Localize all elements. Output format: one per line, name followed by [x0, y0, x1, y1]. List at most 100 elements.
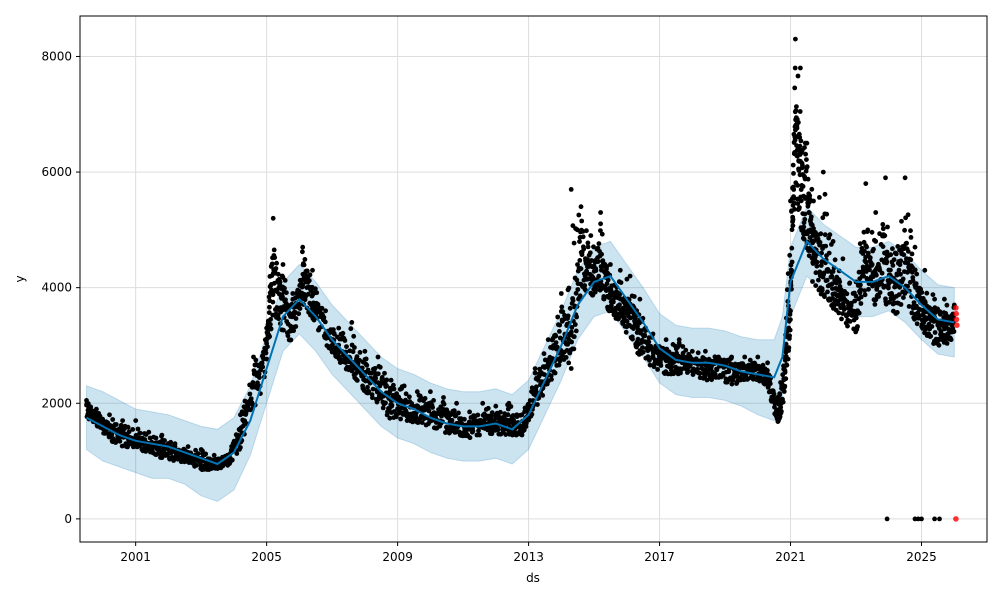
observed-point — [897, 262, 903, 268]
observed-point — [300, 244, 306, 250]
observed-point — [789, 227, 795, 233]
observed-point — [904, 240, 909, 246]
observed-point — [827, 232, 833, 238]
observed-point — [901, 295, 906, 300]
observed-point — [357, 350, 363, 355]
observed-point — [270, 299, 276, 305]
observed-point — [880, 222, 886, 227]
observed-point — [274, 260, 279, 266]
observed-point — [137, 430, 143, 436]
observed-point — [555, 314, 561, 320]
outlier-point — [915, 516, 921, 522]
observed-point — [622, 311, 628, 316]
observed-point — [886, 285, 891, 291]
observed-point — [314, 290, 320, 296]
observed-point — [255, 380, 260, 386]
observed-point — [267, 334, 272, 339]
observed-point — [566, 285, 572, 291]
observed-point — [113, 440, 119, 445]
observed-point — [573, 328, 579, 334]
observed-point — [617, 291, 623, 297]
observed-point — [804, 140, 810, 146]
observed-point — [627, 273, 633, 279]
observed-point — [146, 429, 152, 435]
observed-point — [866, 286, 871, 292]
observed-point — [569, 339, 574, 345]
observed-point — [680, 344, 686, 349]
observed-point — [256, 371, 262, 377]
observed-point — [788, 308, 793, 314]
observed-point — [375, 354, 381, 360]
observed-point — [829, 281, 835, 287]
observed-point — [922, 267, 928, 273]
observed-point — [900, 276, 906, 282]
observed-point — [836, 301, 841, 307]
y-axis-label: y — [13, 275, 27, 282]
observed-point — [914, 271, 920, 277]
observed-point — [388, 385, 393, 391]
observed-point — [876, 294, 881, 299]
observed-point — [534, 384, 539, 390]
observed-point — [800, 184, 806, 189]
observed-point — [798, 198, 804, 204]
observed-point — [605, 277, 611, 283]
observed-point — [270, 215, 276, 221]
observed-point — [297, 302, 302, 307]
observed-point — [804, 164, 810, 170]
observed-point — [585, 244, 591, 250]
observed-point — [388, 377, 394, 383]
observed-point — [822, 232, 828, 238]
observed-point — [640, 345, 645, 350]
observed-point — [635, 336, 641, 342]
observed-point — [883, 175, 888, 181]
observed-point — [257, 375, 262, 380]
observed-point — [714, 367, 720, 373]
observed-point — [755, 354, 761, 360]
observed-point — [284, 290, 289, 296]
observed-point — [658, 363, 664, 368]
observed-point — [873, 239, 879, 244]
observed-point — [813, 283, 819, 288]
observed-point — [454, 400, 459, 406]
observed-point — [790, 217, 796, 223]
observed-point — [676, 337, 682, 343]
observed-point — [293, 324, 299, 329]
observed-point — [365, 384, 370, 390]
observed-point — [110, 417, 116, 422]
observed-point — [549, 377, 554, 382]
observed-point — [887, 299, 892, 305]
observed-point — [880, 226, 886, 232]
observed-point — [909, 251, 915, 257]
observed-point — [890, 246, 895, 252]
observed-point — [470, 428, 476, 434]
observed-point — [370, 395, 375, 401]
observed-point — [244, 408, 250, 414]
observed-point — [884, 259, 890, 264]
observed-point — [259, 360, 265, 366]
outlier-point — [884, 516, 890, 522]
observed-point — [387, 415, 393, 421]
observed-point — [354, 378, 360, 383]
observed-point — [117, 438, 123, 444]
observed-point — [930, 292, 936, 297]
observed-point — [729, 381, 735, 387]
observed-point — [655, 367, 660, 372]
observed-point — [847, 319, 853, 324]
observed-point — [894, 310, 900, 315]
observed-point — [236, 433, 242, 438]
observed-point — [260, 364, 266, 370]
observed-point — [867, 255, 873, 261]
observed-point — [84, 398, 89, 403]
observed-point — [352, 345, 357, 350]
observed-point — [451, 408, 457, 413]
observed-point — [147, 435, 153, 441]
x-axis-ticks: 2001 2005 2009 2013 2017 2021 2025 — [120, 542, 937, 564]
observed-point — [300, 282, 306, 288]
observed-point — [730, 377, 736, 383]
observed-point — [811, 198, 816, 204]
observed-point — [578, 204, 584, 210]
observed-point — [895, 244, 901, 249]
observed-point — [880, 244, 886, 250]
